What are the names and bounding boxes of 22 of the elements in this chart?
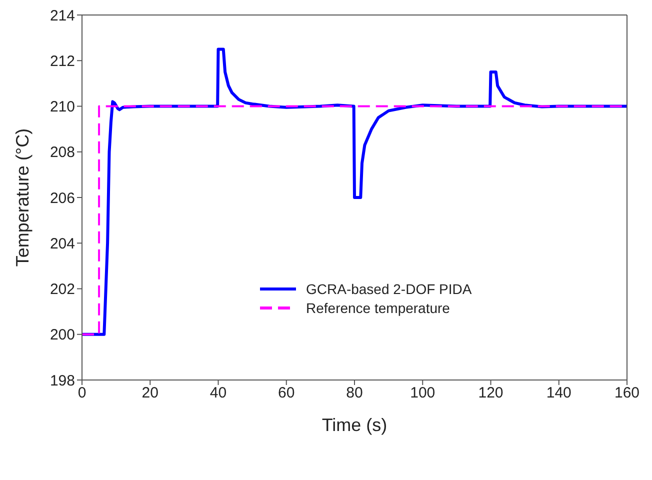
x-tick-label: 60 xyxy=(278,384,295,402)
x-tick-label: 160 xyxy=(614,384,640,402)
y-tick-label: 212 xyxy=(50,52,75,70)
x-tick-label: 0 xyxy=(78,384,86,402)
x-axis-title: Time (s) xyxy=(322,415,388,435)
x-tick-label: 20 xyxy=(142,384,158,402)
x-tick-label: 100 xyxy=(410,384,436,402)
y-tick-label: 204 xyxy=(50,235,75,252)
y-tick-label: 206 xyxy=(50,190,75,207)
x-tick-label: 140 xyxy=(546,384,572,402)
x-tick-label: 40 xyxy=(210,384,227,402)
y-tick-label: 200 xyxy=(50,326,75,344)
y-tick-label: 208 xyxy=(50,144,75,162)
y-tick-label: 198 xyxy=(50,372,75,390)
y-tick-label: 214 xyxy=(50,7,75,24)
x-tick-label: 80 xyxy=(346,384,363,402)
y-tick-label: 210 xyxy=(50,98,75,116)
legend-label: GCRA-based 2-DOF PIDA xyxy=(306,281,472,297)
y-tick-label: 202 xyxy=(50,281,75,298)
x-tick-label: 120 xyxy=(478,384,504,402)
y-axis-title: Temperature (°C) xyxy=(12,128,32,267)
legend-label: Reference temperature xyxy=(306,300,450,316)
